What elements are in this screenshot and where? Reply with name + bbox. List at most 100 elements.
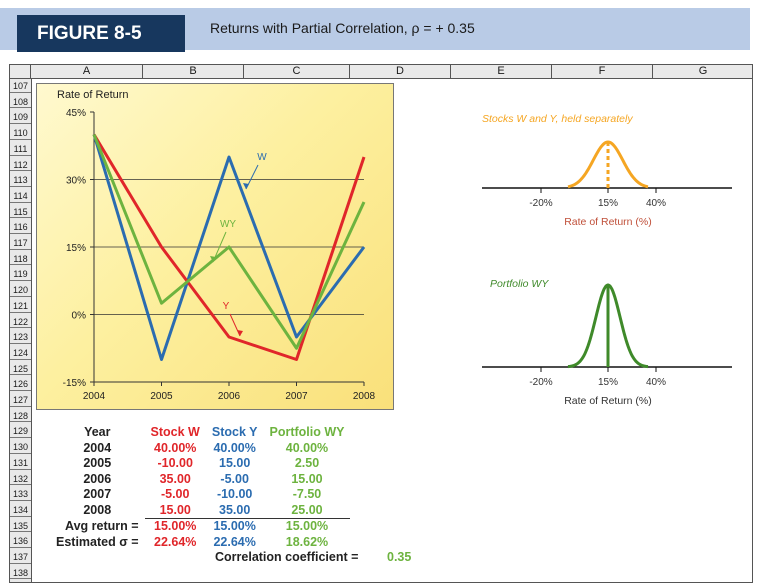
col-header-c[interactable]: C [243,65,349,78]
row-header[interactable]: 132 [10,472,31,486]
distribution-tick-label: 40% [646,198,666,209]
row-header[interactable]: 122 [10,315,31,329]
row-header[interactable]: 127 [10,393,31,407]
col-header-a[interactable]: A [30,65,142,78]
cell-w: 15.00 [144,502,206,519]
col-header-d[interactable]: D [349,65,450,78]
row-header[interactable]: 137 [10,550,31,564]
sigma-w: 22.64% [154,534,197,549]
cell-wy: 15.00 [291,471,323,486]
figure-label: FIGURE 8-5 [17,15,185,52]
avg-return-row: Avg return = 15.00% 15.00% 15.00% [50,519,350,535]
row-header[interactable]: 124 [10,346,31,360]
col-header-b[interactable]: B [142,65,243,78]
col-header-g[interactable]: G [652,65,753,78]
returns-table: Year Stock W Stock Y Portfolio WY 2004 4… [50,425,351,551]
cell-y: -5.00 [220,471,249,486]
cell-y: 35.00 [205,502,264,519]
cell-wy: 2.50 [294,456,320,470]
x-tick-label: 2007 [285,391,308,402]
sigma-label: Estimated σ = [56,534,139,549]
column-headers: A B C D E F G [10,65,752,79]
row-header[interactable]: 108 [10,95,31,109]
row-headers: 107 108 109 110 111 112 113 114 115 116 117 118 119 1… [10,79,32,582]
row-header[interactable]: 120 [10,283,31,297]
row-header[interactable]: 126 [10,377,31,392]
row-header[interactable]: 114 [10,189,31,203]
row-header[interactable]: 123 [10,330,31,344]
distribution-tick-label: -20% [529,377,552,388]
row-header[interactable]: 109 [10,110,31,125]
row-header[interactable]: 125 [10,362,31,376]
distribution-title-1: Portfolio WY [490,278,549,290]
correlation-value: 0.35 [387,550,412,564]
x-tick-label: 2008 [353,391,376,402]
row-header[interactable]: 110 [10,126,31,140]
cell-w: 40.00% [154,440,197,455]
table-row: 2007 -5.00 -10.00 -7.50 [50,487,350,503]
row-header[interactable]: 111 [10,142,31,156]
series-pointer-arrow [237,330,243,336]
y-tick-label: 30% [66,176,86,187]
row-header[interactable]: 117 [10,236,31,250]
x-tick-label: 2005 [150,391,173,402]
row-header[interactable]: 113 [10,173,31,187]
row-header[interactable]: 112 [10,158,31,172]
header-stock-y: Stock Y [211,425,258,439]
cell-w: 35.00 [159,471,191,486]
sigma-row: Estimated σ = 22.64% 22.64% 18.62% [50,535,350,551]
avg-y: 15.00% [213,519,256,533]
cell-wy: 25.00 [263,502,351,519]
table-row: 2008 15.00 35.00 25.00 [50,502,351,519]
row-header[interactable]: 134 [10,503,31,517]
avg-wy: 15.00% [285,519,329,533]
cell-year: 2007 [83,487,112,501]
distribution-xlabel-0: Rate of Return (%) [564,216,652,228]
row-header[interactable]: 135 [10,519,31,533]
distribution-tick-label: 40% [646,377,666,388]
col-header-f[interactable]: F [551,65,652,78]
sigma-y: 22.64% [213,534,256,549]
avg-return-label: Avg return = [65,518,139,533]
x-tick-label: 2006 [218,391,241,402]
y-tick-label: 45% [66,108,86,119]
series-label-w: W [257,152,267,163]
header-stock-w: Stock W [150,425,200,439]
distribution-xlabel-1: Rate of Return (%) [564,395,652,407]
row-header[interactable]: 131 [10,456,31,470]
row-header[interactable]: 121 [10,299,31,313]
col-header-e[interactable]: E [450,65,551,78]
series-line-wy [92,133,366,350]
row-header[interactable]: 116 [10,220,31,235]
cell-y: 15.00 [219,456,251,470]
y-tick-label: 0% [72,311,87,322]
figure-title: Returns with Partial Correlation, ρ = + … [210,20,475,36]
row-header[interactable]: 115 [10,205,31,219]
correlation-label: Correlation coefficient = [215,550,359,564]
distribution-tick-label: 15% [598,377,618,388]
series-label-wy: WY [220,219,236,230]
row-header[interactable]: 129 [10,424,31,439]
cell-y: 40.00% [213,440,256,455]
cell-wy: 40.00% [285,440,329,455]
header-year: Year [84,425,111,439]
cell-year: 2006 [83,471,112,486]
row-header[interactable]: 133 [10,487,31,501]
distribution-tick-label: 15% [598,198,618,209]
avg-w: 15.00% [154,519,197,533]
row-header[interactable]: 138 [10,566,31,580]
row-header[interactable]: 119 [10,267,31,282]
row-header[interactable]: 130 [10,440,31,454]
row-header[interactable]: 118 [10,252,31,266]
series-label-y: Y [223,301,230,312]
series-line-w [92,134,366,361]
y-tick-label: -15% [63,378,86,389]
distribution-title-0: Stocks W and Y, held separately [482,113,633,125]
row-header[interactable]: 107 [10,79,31,93]
header-portfolio-wy: Portfolio WY [269,425,345,439]
row-header[interactable]: 136 [10,534,31,549]
series-pointer-arrow [210,256,216,262]
row-header[interactable]: 128 [10,409,31,423]
table-row: 2004 40.00% 40.00% 40.00% [50,441,350,457]
